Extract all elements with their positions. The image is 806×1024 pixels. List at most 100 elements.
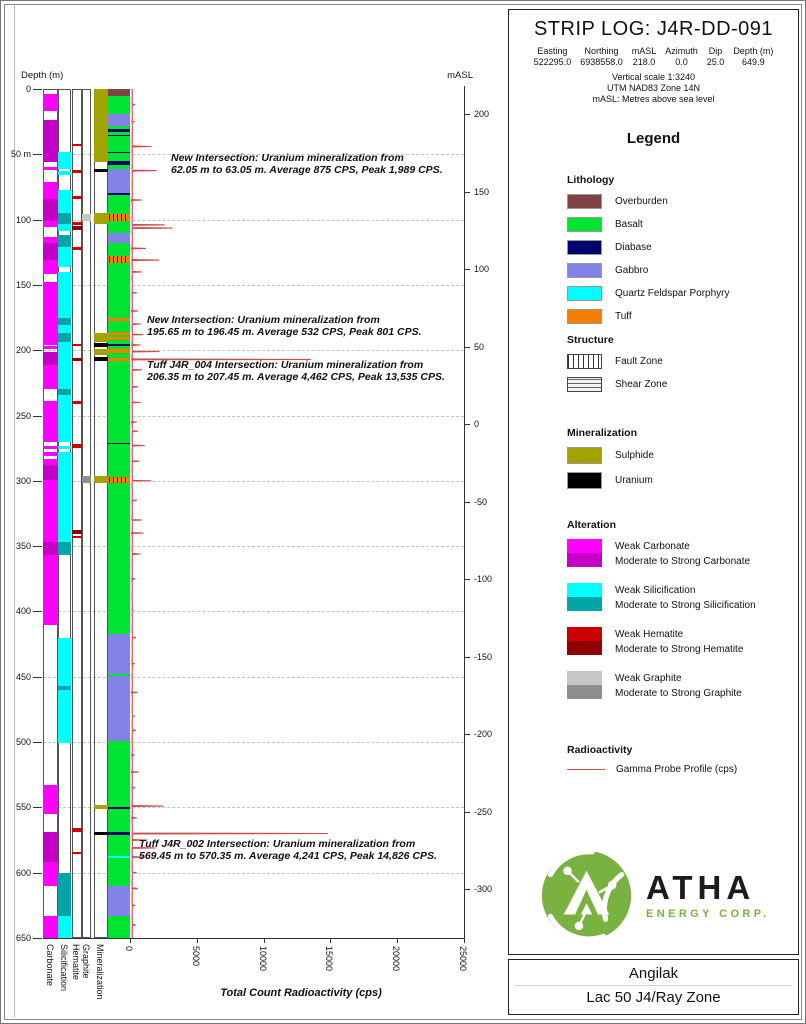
strong-label: Moderate to Strong Hematite [615,644,744,655]
carbonate-interval-weak [43,458,58,466]
masl-tick [464,656,470,658]
mineralization-interval-uranium [94,357,108,362]
alteration-labels: Weak Silicification Moderate to Strong Si… [615,583,756,613]
carbonate-interval-weak [43,555,58,625]
carbonate-interval-strong [43,120,58,163]
depth-tick-label: 300 [15,475,31,486]
hematite-interval-weak [72,535,82,539]
legend-item-label: Diabase [615,242,652,253]
annotation-line1: Tuff J4R_004 Intersection: Uranium miner… [147,359,424,371]
depth-tick-label: 400 [15,606,31,617]
depth-tick [33,742,42,744]
silicification-interval-weak [58,325,71,334]
lithology-swatch [567,263,602,278]
mineralization-interval-uranium [94,343,108,347]
hematite-interval-weak [72,247,82,250]
depth-gridline [43,350,464,352]
legend-item-label: Quartz Feldspar Porphyry [615,288,730,299]
carbonate-interval-weak [43,236,58,244]
lithology-interval-diabase [108,134,130,136]
cps-tick [196,938,198,943]
lithology-interval-basalt [108,220,130,233]
depth-tick [33,938,42,939]
depth-tick [33,154,42,156]
masl-tick-label: 0 [474,419,480,429]
strong-label: Moderate to Strong Silicification [615,600,756,611]
annotation-line2: 206.35 m to 207.45 m. Average 4,462 CPS,… [147,370,445,383]
silicification-interval-strong [58,389,71,395]
depth-gridline [43,546,464,548]
carbonate-interval-strong [43,243,58,261]
lithology-interval-diabase [108,832,130,835]
legend-item-uranium: Uranium [567,472,787,489]
silicification-interval-strong [58,317,71,326]
collar-field-easting: Easting 522295.0 [534,46,572,68]
carbonate-interval-weak [43,445,58,450]
depth-tick-label: 100 [15,214,31,225]
depth-tick [33,480,42,482]
depth-tick-label: 350 [15,541,31,552]
depth-tick-label: 600 [15,867,31,878]
fault-zone-overlay [109,214,129,221]
carbonate-interval-strong [43,351,58,365]
lithology-interval-diabase [108,160,130,165]
structure-heading: Structure [567,334,614,346]
carbonate-column-label: Carbonate [44,944,55,987]
lithology-interval-diabase [108,442,130,445]
hematite-interval-weak [72,222,82,225]
strong-swatch [567,641,602,655]
depth-tick-label: 50 m [10,149,31,160]
header-notes: Vertical scale 1:3240 UTM NAD83 Zone 14N m… [509,72,798,105]
masl-axis-line [464,86,465,938]
alteration-pair-carbonate: Weak Carbonate Moderate to Strong Carbona… [567,539,787,569]
depth-tick [33,219,42,221]
depth-tick [33,611,42,613]
masl-tick-label: -200 [474,729,493,739]
collar-field-depthm: Depth (m) 649.9 [733,46,773,68]
cps-tick [130,938,131,943]
field-label: Azimuth [665,46,698,56]
weak-label: Weak Carbonate [615,541,690,552]
field-label: Dip [708,46,723,56]
weak-swatch [567,627,602,641]
alteration-pair-hematite: Weak Hematite Moderate to Strong Hematite [567,627,787,657]
depth-tick [33,415,42,417]
mineralization-swatch [567,472,602,489]
legend-item-quartz-feldspar-porphyry: Quartz Feldspar Porphyry [567,286,787,301]
depth-gridline [43,807,464,809]
silicification-interval-strong [58,333,71,343]
legend-panel: STRIP LOG: J4R-DD-091 Easting 522295.0 Nor… [508,9,799,955]
project-name: Angilak [628,965,679,982]
alteration-labels: Weak Hematite Moderate to Strong Hematite [615,627,743,657]
depth-tick [33,350,42,352]
lithology-interval-tuff [108,317,130,322]
silicification-interval-weak [58,689,71,744]
alteration-heading: Alteration [567,519,617,531]
annotation-line2: 569.45 m to 570.35 m. Average 4,241 CPS,… [139,849,437,862]
lithology-swatch [567,309,602,324]
depth-tick-label: 550 [15,802,31,813]
carbonate-interval-weak [43,364,58,390]
hematite-interval-weak [72,851,82,855]
weak-swatch [567,539,602,553]
hematite-column [72,89,82,938]
mineralization-interval-uranium [94,169,108,172]
silicification-interval-weak [58,271,71,318]
hematite-interval-weak [72,444,82,449]
depth-tick-label: 150 [15,279,31,290]
intersection-annotation-3: Tuff J4R_004 Intersection: Uranium miner… [147,359,445,383]
silicification-interval-weak [58,171,71,176]
legend-item-label: Sulphide [615,450,654,461]
carbonate-interval-weak [43,479,58,543]
depth-tick-label: 650 [15,933,31,943]
fault-zone-swatch [567,354,602,369]
legend-item-label: Tuff [615,311,632,322]
masl-tick-label: -150 [474,651,493,662]
silicification-interval-weak [58,465,71,543]
depth-tick [33,89,42,90]
masl-tick [464,346,470,348]
field-value: 522295.0 [533,57,572,67]
depth-tick [33,872,42,874]
lithology-interval-tuff [108,331,130,335]
silicification-interval-weak [58,189,71,214]
